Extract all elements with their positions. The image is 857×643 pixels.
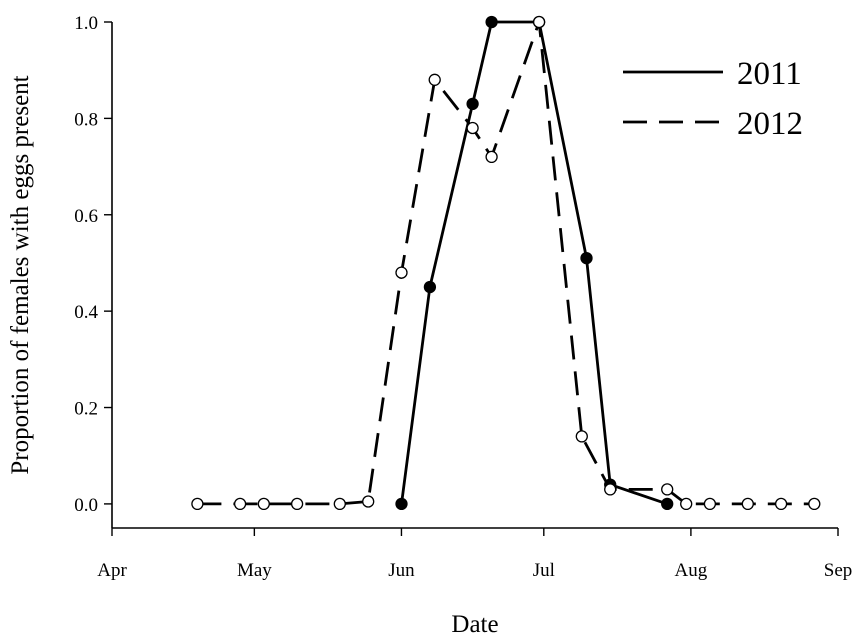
- y-tick-label: 0.4: [74, 302, 98, 323]
- y-axis-label: Proportion of females with eggs present: [7, 75, 34, 474]
- data-point-2012: [485, 150, 498, 164]
- data-point-2012: [532, 15, 546, 29]
- data-point-2012: [575, 430, 588, 443]
- legend-label-2011: 2011: [737, 56, 802, 92]
- y-tick-label: 0.2: [74, 399, 98, 420]
- data-point-2012: [257, 497, 270, 511]
- data-point-2012: [808, 497, 821, 511]
- data-point-2012: [290, 497, 304, 511]
- data-point-2011: [395, 497, 408, 511]
- data-point-2012: [428, 73, 441, 86]
- y-ticks: 0.0 0.2 0.4 0.6 0.8 1.0: [74, 13, 112, 516]
- data-point-2012: [774, 497, 788, 511]
- data-point-2012: [680, 497, 693, 511]
- x-ticks: Apr May Jun Jul Aug Sep: [97, 528, 852, 581]
- axes: [111, 22, 838, 529]
- data-point-2012: [661, 483, 674, 496]
- data-point-2011: [423, 280, 437, 294]
- data-point-2011: [466, 97, 479, 111]
- x-tick-label: Jun: [388, 560, 415, 581]
- legend: 2011 2012: [623, 56, 803, 142]
- x-tick-label: Aug: [675, 560, 708, 581]
- series-layer: [191, 15, 821, 511]
- x-tick-label: Jul: [533, 560, 555, 581]
- data-point-2011: [661, 497, 674, 511]
- data-point-2012: [741, 497, 754, 511]
- data-point-2012: [703, 497, 717, 511]
- data-point-2011: [485, 15, 498, 29]
- x-axis-label: Date: [451, 611, 498, 638]
- legend-label-2012: 2012: [737, 106, 803, 142]
- data-point-2011: [580, 251, 593, 265]
- y-tick-label: 0.0: [74, 495, 98, 516]
- data-point-2012: [333, 497, 346, 511]
- data-point-2012: [604, 483, 617, 496]
- series-line-2011: [400, 20, 668, 506]
- data-point-2012: [466, 121, 479, 135]
- data-point-2012: [191, 497, 204, 511]
- data-point-2012: [395, 266, 408, 279]
- x-tick-label: Sep: [824, 560, 853, 581]
- data-point-2012: [233, 497, 247, 511]
- series-line-2012: [197, 20, 815, 506]
- y-tick-label: 0.8: [74, 109, 98, 130]
- x-tick-label: Apr: [97, 560, 127, 581]
- y-tick-label: 0.6: [74, 206, 98, 227]
- data-point-2012: [362, 495, 375, 508]
- y-tick-label: 1.0: [74, 13, 98, 34]
- x-tick-label: May: [237, 560, 272, 581]
